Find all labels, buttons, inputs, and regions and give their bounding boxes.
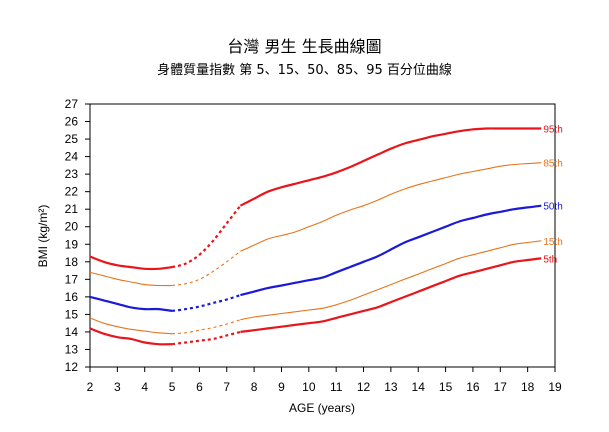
- y-tick-label: 17: [65, 272, 79, 286]
- series-85th-line-age-5-7: [172, 250, 241, 287]
- x-tick-label: 3: [114, 380, 121, 394]
- x-tick-label: 2: [87, 380, 94, 394]
- y-tick-label: 18: [65, 255, 79, 269]
- x-tick-label: 11: [330, 380, 343, 394]
- series-95th-line-age-5-7: [171, 205, 242, 269]
- series-95th-line-age-7-18: [239, 127, 542, 207]
- series-15th-line-age-2-5: [89, 317, 173, 335]
- x-tick-label: 19: [548, 380, 562, 394]
- y-tick-label: 24: [65, 150, 79, 164]
- x-tick-label: 6: [196, 380, 203, 394]
- series-5th-line-age-7-18: [240, 257, 542, 333]
- y-tick-label: 20: [65, 220, 79, 234]
- series-50th-line-age-5-7: [171, 294, 241, 312]
- y-axis-ticks: 12 13 14 15 16 17 18 19 20 21 22 23 24 25 26 27: [65, 97, 90, 374]
- chart-subtitle: 身體質量指數 第 5、15、50、85、95 百分位曲線: [157, 63, 452, 78]
- series-5th-line-age-5-7: [171, 330, 241, 346]
- y-tick-label: 12: [65, 360, 79, 374]
- x-tick-label: 13: [384, 380, 398, 394]
- series-50th-line-age-7-18: [240, 204, 542, 297]
- series-85th-line-age-2-5: [89, 271, 173, 287]
- y-tick-label: 23: [65, 167, 79, 181]
- series-5th-label: 5th: [543, 254, 557, 265]
- x-tick-label: 12: [357, 380, 371, 394]
- x-axis-label: AGE (years): [289, 401, 355, 415]
- series-15th-label: 15th: [543, 237, 562, 248]
- y-tick-label: 21: [65, 202, 79, 216]
- series-85th-line-age-7-18: [240, 162, 542, 252]
- series-85th-label: 85th: [543, 159, 562, 170]
- y-tick-label: 26: [65, 115, 79, 129]
- y-tick-label: 19: [65, 237, 79, 251]
- y-axis-label: BMI (kg/m²): [36, 205, 50, 268]
- y-tick-label: 16: [65, 290, 79, 304]
- x-tick-label: 9: [278, 380, 285, 394]
- series-labels: 95th 85th 50th 15th 5th: [543, 125, 562, 266]
- series-50th-label: 50th: [543, 202, 562, 213]
- x-tick-label: 15: [439, 380, 453, 394]
- y-tick-label: 25: [65, 132, 79, 146]
- series-50th-line-age-2-5: [89, 295, 173, 312]
- x-axis-ticks: 2 3 4 5 6 7 8 9 10 11 12 13 14 15 16 17 18 19: [87, 367, 562, 394]
- y-tick-label: 14: [65, 325, 79, 339]
- y-tick-label: 27: [65, 97, 79, 111]
- y-tick-label: 22: [65, 185, 79, 199]
- chart-title: 台灣 男生 生長曲線圖: [227, 37, 382, 56]
- x-tick-label: 18: [521, 380, 535, 394]
- series-5th-line-age-2-5: [89, 327, 173, 346]
- x-tick-label: 7: [223, 380, 230, 394]
- series-15th-line-age-5-7: [172, 319, 241, 335]
- x-tick-label: 17: [494, 380, 508, 394]
- x-tick-label: 8: [251, 380, 258, 394]
- series-95th-label: 95th: [543, 125, 562, 136]
- plot-area-frame: [89, 103, 556, 368]
- series-lines: [89, 127, 542, 346]
- x-tick-label: 10: [302, 380, 316, 394]
- x-tick-label: 14: [412, 380, 426, 394]
- x-tick-label: 16: [466, 380, 480, 394]
- x-tick-label: 5: [169, 380, 176, 394]
- y-tick-label: 13: [65, 342, 79, 356]
- series-95th-line-age-2-5: [89, 255, 173, 271]
- y-tick-label: 15: [65, 307, 79, 321]
- series-15th-line-age-7-18: [240, 240, 542, 321]
- x-tick-label: 4: [141, 380, 148, 394]
